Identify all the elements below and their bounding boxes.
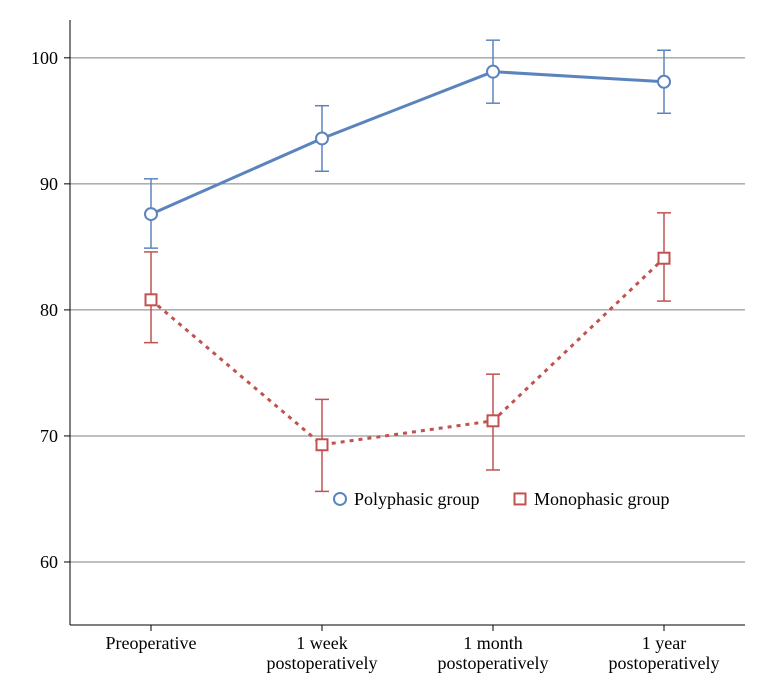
x-tick-label: postoperatively bbox=[267, 653, 378, 673]
y-tick-label: 90 bbox=[40, 174, 58, 194]
x-tick-label: 1 week bbox=[296, 633, 347, 653]
x-tick-label: Preoperative bbox=[106, 633, 197, 653]
y-tick-label: 70 bbox=[40, 426, 58, 446]
x-tick-label: postoperatively bbox=[438, 653, 549, 673]
legend-label-monophasic: Monophasic group bbox=[534, 489, 669, 509]
x-tick-label: 1 month bbox=[463, 633, 523, 653]
y-tick-label: 100 bbox=[31, 48, 58, 68]
chart-container: 60708090100Preoperative1 weekpostoperati… bbox=[0, 0, 767, 697]
x-tick-label: postoperatively bbox=[609, 653, 720, 673]
y-tick-label: 60 bbox=[40, 552, 58, 572]
chart-svg: 60708090100Preoperative1 weekpostoperati… bbox=[0, 0, 767, 697]
x-tick-label: 1 year bbox=[642, 633, 686, 653]
legend-label-polyphasic: Polyphasic group bbox=[354, 489, 480, 509]
y-tick-label: 80 bbox=[40, 300, 58, 320]
